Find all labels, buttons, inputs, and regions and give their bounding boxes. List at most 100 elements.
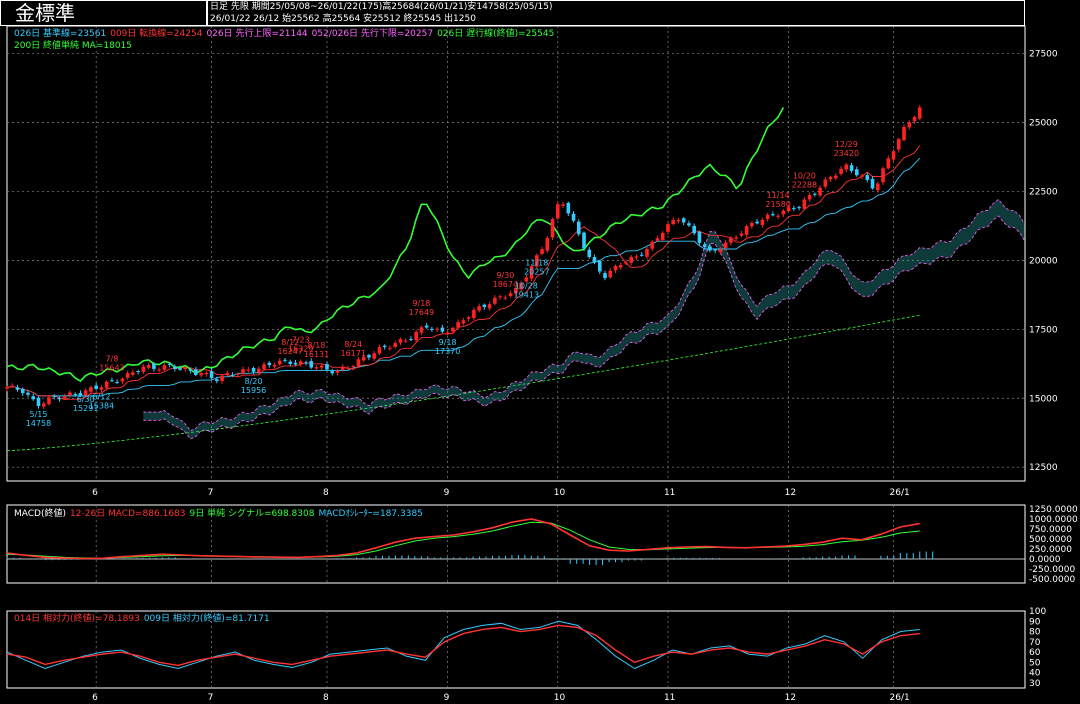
candle-body (834, 175, 838, 179)
candle-body (891, 151, 896, 160)
x-month-label: 10 (554, 693, 566, 703)
rsi-legend: 014日 相対力(終値)=78.1893 009日 相対力(終値)=81.7171 (14, 614, 274, 625)
candle-body (561, 204, 565, 206)
candle-body (251, 367, 256, 372)
candle-body (650, 241, 655, 249)
candle-body (388, 347, 392, 349)
candle-body (855, 169, 859, 176)
candle-body (634, 256, 639, 258)
candle-body (68, 392, 72, 396)
candle-body (199, 373, 203, 376)
low-annotation-value: 17370 (435, 347, 460, 356)
price-tick-label: 25000 (1029, 119, 1058, 129)
panel-frame-0 (6, 25, 1026, 482)
candle-body (582, 232, 586, 249)
legend-rsi14: 014日 相対力(終値)=78.1893 (14, 614, 140, 624)
candle-body (571, 213, 576, 221)
rsi-tick-label: 80 (1029, 628, 1041, 638)
x-month-label: 12 (785, 488, 796, 498)
candle-body (194, 369, 198, 375)
x-month-label: 8 (323, 693, 329, 703)
candle-body (325, 364, 329, 370)
candle-body (241, 369, 245, 374)
candle-body (912, 117, 917, 122)
low-annotation-value: 14758 (26, 419, 51, 428)
candle-body (639, 254, 644, 256)
signal-line (6, 521, 920, 559)
candle-body (220, 375, 224, 381)
candle-body (566, 202, 571, 214)
candle-body (860, 175, 864, 177)
candle-body (230, 374, 235, 376)
candle-body (409, 339, 413, 341)
kijun-line (6, 157, 921, 397)
rsi-tick-label: 30 (1029, 679, 1041, 689)
x-month-label: 6 (92, 693, 98, 703)
candle-body (718, 249, 723, 253)
candle-body (15, 387, 20, 390)
candle-body (94, 385, 98, 389)
candle-body (215, 379, 219, 382)
x-month-label: 11 (664, 488, 675, 498)
candle-body (666, 224, 670, 232)
candle-body (676, 219, 681, 222)
candle-body (870, 178, 875, 189)
high-annotation-value: 16247 (278, 347, 303, 356)
candle-body (47, 397, 51, 405)
candle-body (372, 353, 376, 359)
low-annotation-date: 8/20 (245, 377, 263, 386)
x-month-label: 10 (554, 488, 566, 498)
candle-body (472, 309, 476, 318)
candle-body (776, 215, 780, 217)
x-month-label: 9 (444, 488, 450, 498)
candle-body (529, 266, 534, 279)
candle-body (110, 380, 114, 382)
macd-tick-label: 1250.0000 (1029, 505, 1078, 515)
high-annotation-date: 9/18 (412, 299, 430, 308)
low-annotation-value: 15384 (89, 402, 114, 411)
candle-body (335, 370, 340, 373)
candle-body (739, 233, 744, 236)
high-annotation-date: 12/29 (835, 140, 858, 149)
macd-tick-label: 250.0000 (1029, 545, 1072, 555)
high-annotation-value: 23420 (834, 149, 859, 158)
candle-body (26, 392, 30, 395)
candle-body (917, 107, 922, 119)
candle-body (655, 238, 660, 241)
candle-body (293, 362, 298, 365)
candle-body (298, 361, 303, 365)
candle-body (125, 373, 130, 378)
low-annotation-value: 15291 (73, 404, 98, 413)
candle-body (204, 372, 209, 375)
candle-body (36, 397, 41, 406)
x-month-label: 12 (785, 693, 796, 703)
candle-body (146, 365, 151, 368)
x-month-label: 9 (444, 693, 450, 703)
candle-body (618, 265, 623, 268)
candle-body (162, 365, 167, 370)
candle-body (62, 396, 67, 399)
candle-body (487, 304, 492, 309)
candle-body (771, 214, 775, 216)
candle-body (131, 372, 135, 375)
rsi14-line (6, 624, 920, 667)
ma200-line (6, 314, 920, 452)
candle-body (792, 208, 796, 210)
candle-body (828, 176, 833, 180)
macd-tick-label: 750.0000 (1029, 525, 1072, 535)
candle-body (482, 304, 487, 308)
high-annotation-date: 10/20 (793, 171, 816, 180)
low-annotation-value: 19413 (514, 291, 539, 300)
candle-body (750, 223, 754, 227)
candle-body (697, 231, 702, 243)
candle-body (813, 193, 817, 195)
candle-body (430, 328, 434, 330)
candle-body (99, 387, 104, 390)
x-month-label: 7 (208, 488, 214, 498)
x-month-label: 7 (208, 693, 214, 703)
candle-body (115, 381, 119, 383)
candle-body (624, 262, 628, 264)
candle-body (692, 225, 696, 234)
candle-body (178, 368, 182, 370)
legend-macd-title: MACD(終値) (14, 509, 67, 519)
